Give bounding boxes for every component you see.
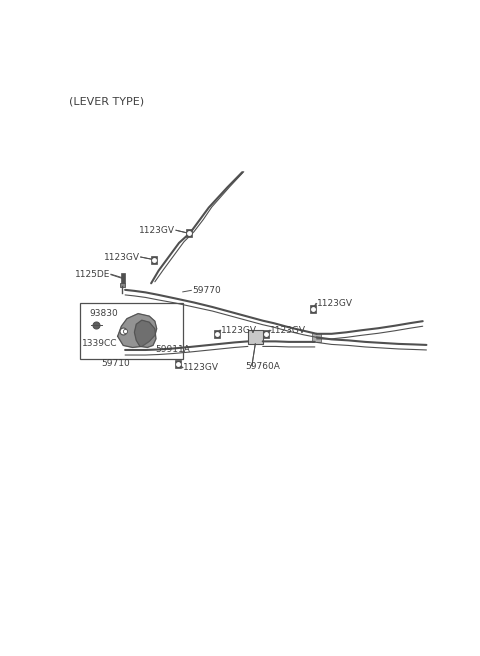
Text: 1123GV: 1123GV: [139, 226, 175, 235]
Text: 1339CC: 1339CC: [82, 339, 117, 348]
Bar: [312, 333, 321, 342]
Bar: [263, 330, 269, 338]
Text: 1123GV: 1123GV: [183, 363, 219, 372]
Text: 59710: 59710: [101, 359, 130, 367]
Bar: [175, 359, 181, 367]
Bar: [248, 330, 263, 344]
Text: (LEVER TYPE): (LEVER TYPE): [69, 96, 144, 106]
Text: 1123GV: 1123GV: [317, 299, 353, 308]
Text: 1125DE: 1125DE: [75, 270, 110, 279]
Bar: [214, 330, 220, 338]
Bar: [151, 255, 156, 264]
Bar: [120, 283, 125, 287]
Polygon shape: [134, 320, 156, 348]
Text: 1123GV: 1123GV: [270, 326, 306, 335]
Bar: [186, 229, 192, 237]
Text: 59760A: 59760A: [245, 362, 280, 371]
Text: 59911A: 59911A: [155, 346, 190, 354]
Text: 1123GV: 1123GV: [221, 326, 257, 335]
Bar: [81, 304, 183, 359]
Text: 93830: 93830: [89, 309, 118, 318]
Bar: [121, 273, 125, 283]
Text: 1123GV: 1123GV: [104, 253, 140, 262]
Bar: [311, 304, 316, 313]
Polygon shape: [118, 314, 156, 348]
Text: 59770: 59770: [192, 286, 221, 295]
